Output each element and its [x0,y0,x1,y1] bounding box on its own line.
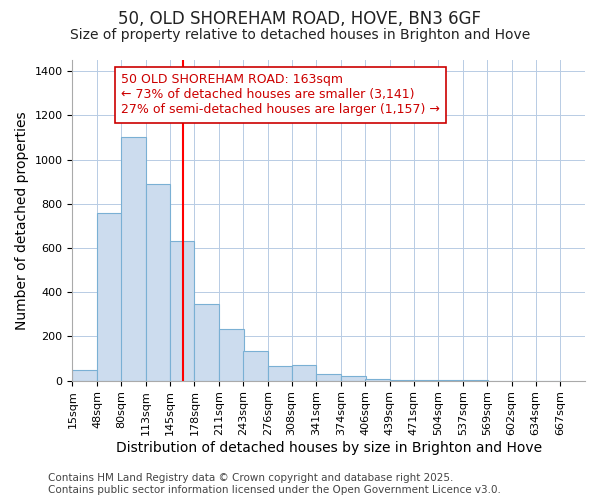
Bar [97,212,122,380]
Bar [194,304,219,380]
Text: Size of property relative to detached houses in Brighton and Hove: Size of property relative to detached ho… [70,28,530,42]
Text: 50 OLD SHOREHAM ROAD: 163sqm
← 73% of detached houses are smaller (3,141)
27% of: 50 OLD SHOREHAM ROAD: 163sqm ← 73% of de… [121,74,440,116]
Bar [243,351,268,380]
Text: 50, OLD SHOREHAM ROAD, HOVE, BN3 6GF: 50, OLD SHOREHAM ROAD, HOVE, BN3 6GF [119,10,482,28]
Bar [292,365,316,380]
Y-axis label: Number of detached properties: Number of detached properties [15,111,29,330]
Bar [341,376,366,380]
Bar [268,366,292,380]
Bar [316,374,341,380]
X-axis label: Distribution of detached houses by size in Brighton and Hove: Distribution of detached houses by size … [116,441,542,455]
Bar [121,138,146,380]
Bar [219,328,244,380]
Bar [365,378,389,380]
Bar [73,370,97,380]
Bar [170,242,194,380]
Text: Contains HM Land Registry data © Crown copyright and database right 2025.
Contai: Contains HM Land Registry data © Crown c… [48,474,501,495]
Bar [146,184,170,380]
